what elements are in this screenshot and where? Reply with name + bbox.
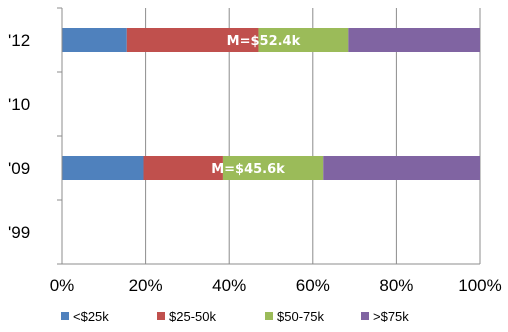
x-tick-label: 0% bbox=[50, 276, 75, 295]
y-tick-label: '12 bbox=[8, 31, 30, 50]
bar-segment bbox=[258, 28, 349, 52]
y-tick-label: '09 bbox=[8, 159, 30, 178]
y-tick-label: '10 bbox=[8, 95, 30, 114]
legend-swatch bbox=[265, 312, 273, 320]
legend-swatch bbox=[61, 312, 69, 320]
bar-segment bbox=[126, 28, 259, 52]
bar-segment bbox=[323, 156, 480, 180]
legend-swatch bbox=[361, 312, 369, 320]
legend-label: $50-75k bbox=[277, 309, 324, 324]
x-tick-label: 60% bbox=[296, 276, 330, 295]
x-tick-label: 80% bbox=[379, 276, 413, 295]
legend-label: <$25k bbox=[73, 309, 109, 324]
bar-segment bbox=[62, 28, 127, 52]
legend: <$25k $25-50k $50-75k >$75k bbox=[61, 309, 409, 324]
legend-swatch bbox=[157, 312, 165, 320]
x-tick-label: 40% bbox=[212, 276, 246, 295]
bar-segment bbox=[143, 156, 223, 180]
x-tick-label: 20% bbox=[129, 276, 163, 295]
legend-label: $25-50k bbox=[169, 309, 216, 324]
x-tick-label: 100% bbox=[458, 276, 501, 295]
median-annotations: M=$52.4k M=$45.6k bbox=[211, 34, 300, 177]
bar-segment bbox=[222, 156, 324, 180]
y-tick-label: '99 bbox=[8, 223, 30, 242]
median-label: M=$52.4k bbox=[227, 34, 301, 49]
bar-segment bbox=[62, 156, 144, 180]
bar-segment bbox=[348, 28, 480, 52]
median-label: M=$45.6k bbox=[211, 162, 285, 177]
legend-label: >$75k bbox=[373, 309, 409, 324]
bars bbox=[62, 28, 480, 180]
axes: 0% 20% 40% 60% 80% 100% '12 '10 '09 '99 bbox=[8, 7, 502, 295]
